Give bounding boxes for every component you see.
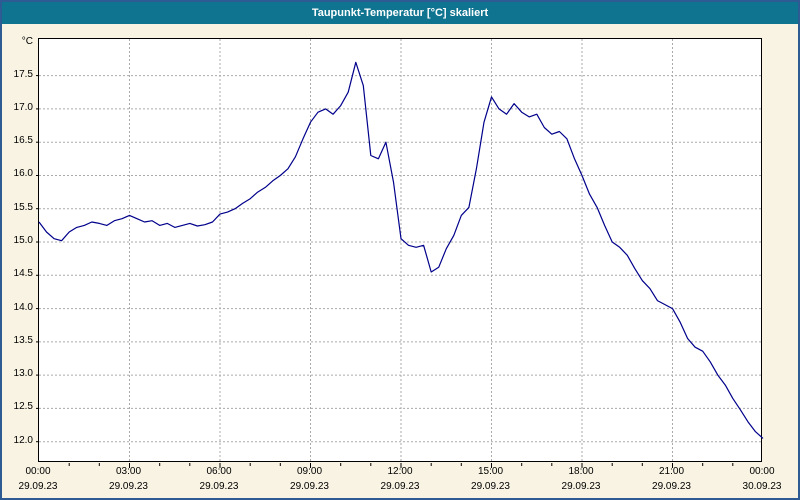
x-tick-time-label: 00:00 — [749, 466, 775, 477]
x-tick-date-label: 29.09.23 — [652, 481, 691, 492]
x-tick-time-label: 03:00 — [115, 466, 142, 477]
x-tick-date-label: 29.09.23 — [380, 481, 420, 492]
y-tick-label: 13.5 — [13, 334, 33, 346]
y-tick-label: 12.5 — [13, 401, 33, 413]
x-tick-date-label: 29.09.23 — [109, 481, 148, 492]
title-bar: Taupunkt-Temperatur [°C] skaliert — [2, 2, 798, 24]
x-tick-date-label: 29.09.23 — [199, 481, 239, 492]
x-tick-time-label: 06:00 — [206, 466, 232, 477]
x-tick-time-label: 09:00 — [296, 466, 323, 477]
y-tick-label: 14.0 — [13, 301, 33, 313]
y-tick-label: 14.5 — [13, 268, 33, 280]
y-tick-label: 16.5 — [13, 135, 33, 147]
y-tick-label: 17.5 — [13, 68, 33, 80]
x-tick-date-label: 29.09.23 — [18, 481, 58, 492]
x-tick-time-label: 15:00 — [477, 466, 504, 477]
y-axis-unit-label: °C — [21, 36, 33, 47]
plot-area — [36, 38, 764, 468]
y-tick-label: 13.0 — [13, 368, 33, 380]
x-tick-time-label: 00:00 — [25, 466, 51, 477]
x-tick-date-label: 29.09.23 — [290, 481, 329, 492]
x-tick-time-label: 12:00 — [387, 466, 413, 477]
y-tick-label: 12.0 — [13, 434, 33, 446]
chart-title: Taupunkt-Temperatur [°C] skaliert — [311, 7, 489, 19]
x-tick-date-label: 30.09.23 — [742, 481, 782, 492]
y-tick-label: 15.5 — [13, 201, 33, 213]
y-tick-label: 16.0 — [13, 168, 33, 180]
x-tick-date-label: 29.09.23 — [471, 481, 510, 492]
x-tick-time-label: 21:00 — [658, 466, 685, 477]
dewpoint-line-chart — [36, 39, 764, 468]
y-tick-label: 17.0 — [13, 101, 33, 113]
x-tick-time-label: 18:00 — [568, 466, 594, 477]
x-tick-date-label: 29.09.23 — [561, 481, 601, 492]
y-tick-label: 15.0 — [13, 235, 33, 246]
